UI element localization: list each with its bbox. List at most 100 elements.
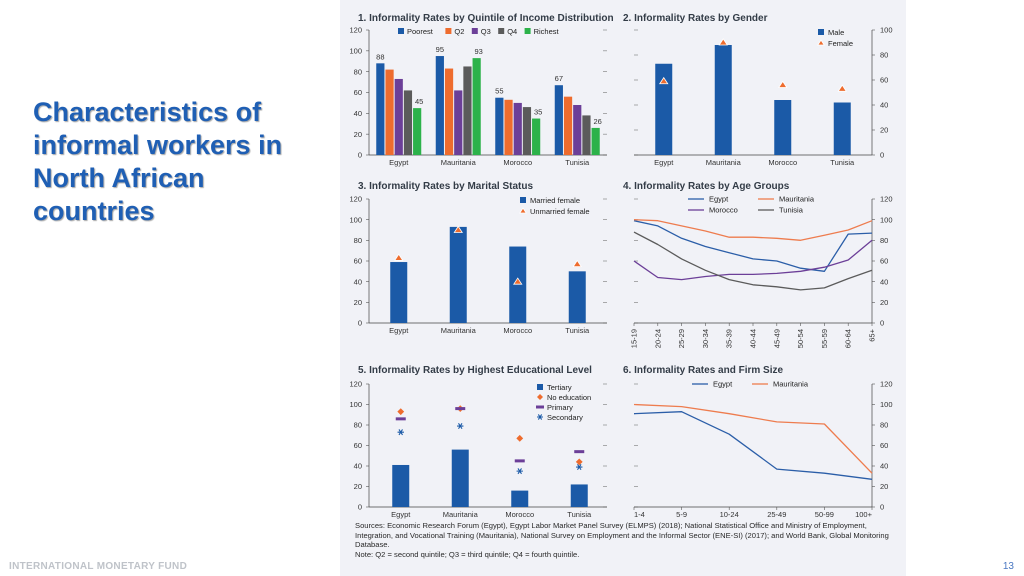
data-label: 88 xyxy=(376,52,384,61)
c6-ytick-label: 60 xyxy=(880,441,888,450)
line-mauritania xyxy=(633,403,873,474)
legend-label-bar: Married female xyxy=(530,196,580,205)
legend-label-mauritania: Mauritania xyxy=(779,195,815,204)
legend-label-poorest: Poorest xyxy=(407,27,434,36)
line-egypt xyxy=(633,411,873,480)
legend-swatch-q4 xyxy=(498,28,505,34)
legend-label-q4: Q4 xyxy=(507,27,517,36)
bar-tertiary-morocco xyxy=(511,490,529,507)
legend-label-secondary: Secondary xyxy=(547,413,583,422)
bar-mauritania xyxy=(714,45,732,155)
triangle-marker-morocco xyxy=(778,80,788,88)
c1-ytick-label: 80 xyxy=(354,67,362,76)
c3-ytick-label: 40 xyxy=(354,277,362,286)
c6-ytick-label: 0 xyxy=(880,503,884,512)
c4-xtick-label: 45-49 xyxy=(772,329,781,348)
bar-q3-tunisia xyxy=(573,105,582,155)
c3-xtick-label: Tunisia xyxy=(565,326,590,335)
data-label: 95 xyxy=(436,45,444,54)
marker-primary-morocco xyxy=(514,459,525,463)
c2-ytick-label: 0 xyxy=(880,151,884,160)
c4-ytick-label: 120 xyxy=(880,195,893,204)
bar-q3-morocco xyxy=(513,102,522,155)
c4-xtick-label: 20-24 xyxy=(653,329,662,348)
c5-xtick-label: Mauritania xyxy=(443,510,479,519)
c1-ytick-label: 0 xyxy=(358,151,362,160)
bar-tunisia xyxy=(833,102,851,155)
triangle-marker-tunisia xyxy=(837,84,847,92)
c6-ytick-label: 120 xyxy=(880,380,893,389)
bar-q2-morocco xyxy=(504,99,513,155)
bar-q3-egypt xyxy=(394,78,403,155)
bar-tertiary-egypt xyxy=(392,464,410,507)
legend-swatch-bar xyxy=(818,29,824,35)
legend-label-morocco: Morocco xyxy=(709,206,738,215)
c5-xtick-label: Egypt xyxy=(391,510,411,519)
c4-xtick-label: 50-54 xyxy=(796,329,805,348)
marker-no-education-morocco xyxy=(516,434,524,442)
c6-panel: 6. Informality Rates and Firm Size 0 20 40 6… xyxy=(623,365,893,519)
triangle-marker-egypt xyxy=(394,253,404,261)
bar-q3-mauritania xyxy=(454,90,463,155)
bar-morocco xyxy=(774,100,792,155)
legend-swatch-q2 xyxy=(445,28,452,34)
c3-xtick-label: Egypt xyxy=(389,326,409,335)
data-label: 26 xyxy=(593,117,601,126)
c1-xtick-label: Mauritania xyxy=(441,158,477,167)
bar-q2-mauritania xyxy=(444,68,454,155)
bar-poorest-egypt xyxy=(376,63,385,156)
c5-ytick-label: 60 xyxy=(354,441,362,450)
c3-ytick-label: 80 xyxy=(354,236,362,245)
c6-ytick-label: 80 xyxy=(880,421,888,430)
c2-xtick-label: Mauritania xyxy=(706,158,742,167)
legend-label-tunisia: Tunisia xyxy=(779,206,804,215)
data-label: 45 xyxy=(415,97,423,106)
c6-ytick-label: 100 xyxy=(880,400,893,409)
c5-title: 5. Informality Rates by Highest Educatio… xyxy=(358,365,592,376)
triangle-marker-tunisia xyxy=(572,259,582,268)
legend-swatch-tertiary xyxy=(537,384,543,390)
c5-ytick-label: 120 xyxy=(349,380,362,389)
legend-label-no-education: No education xyxy=(547,393,591,402)
bar-tunisia xyxy=(568,271,586,323)
marker-secondary-egypt xyxy=(397,429,404,436)
c1-panel: 1. Informality Rates by Quintile of Inco… xyxy=(349,13,613,167)
c4-ytick-label: 40 xyxy=(880,277,888,286)
c3-title: 3. Informality Rates by Marital Status xyxy=(358,181,533,192)
legend-label-richest: Richest xyxy=(534,27,560,36)
c3-ytick-label: 100 xyxy=(349,215,362,224)
legend-swatch-q3 xyxy=(471,28,478,34)
legend-swatch-primary xyxy=(536,405,544,409)
c3-xtick-label: Mauritania xyxy=(441,326,477,335)
c1-xtick-label: Tunisia xyxy=(565,158,590,167)
note-text: Note: Q2 = second quintile; Q3 = third q… xyxy=(355,549,580,559)
marker-primary-egypt xyxy=(395,417,406,421)
bar-morocco xyxy=(509,246,527,323)
triangle-marker-morocco xyxy=(513,277,523,285)
bar-richest-morocco xyxy=(532,118,541,155)
legend-swatch-bar xyxy=(520,197,526,203)
bar-poorest-morocco xyxy=(495,97,504,155)
slide-title: Characteristics of informal workers in N… xyxy=(33,97,283,226)
c5-xtick-label: Morocco xyxy=(505,510,534,519)
c2-ytick-label: 80 xyxy=(880,51,888,60)
c3-panel: 3. Informality Rates by Marital Status 0 2… xyxy=(349,181,607,335)
c4-xtick-label: 60-64 xyxy=(844,329,853,348)
c5-ytick-label: 40 xyxy=(354,462,362,471)
legend-swatch-no-education xyxy=(537,394,543,400)
c1-xtick-label: Egypt xyxy=(389,158,409,167)
c3-xtick-label: Morocco xyxy=(503,326,532,335)
bar-q4-egypt xyxy=(403,90,413,155)
legend-label-mauritania: Mauritania xyxy=(773,380,809,389)
triangle-marker-mauritania xyxy=(453,225,463,233)
c3-ytick-label: 120 xyxy=(349,195,362,204)
c2-xtick-label: Morocco xyxy=(768,158,797,167)
bar-poorest-tunisia xyxy=(554,85,563,155)
c4-xtick-label: 30-34 xyxy=(701,329,710,348)
c5-xtick-label: Tunisia xyxy=(567,510,592,519)
legend-label-q3: Q3 xyxy=(481,27,491,36)
c4-ytick-label: 20 xyxy=(880,298,888,307)
marker-no-education-egypt xyxy=(397,408,405,416)
c4-xtick-label: 25-29 xyxy=(677,329,686,348)
